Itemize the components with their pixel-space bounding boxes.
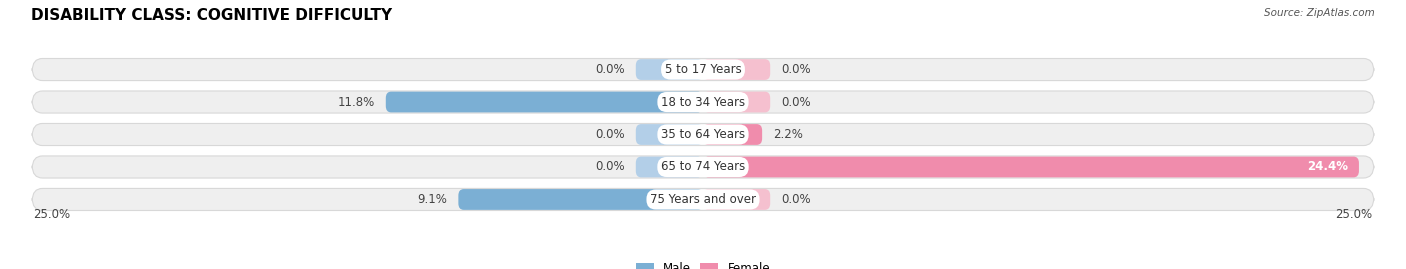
- FancyBboxPatch shape: [32, 156, 1374, 178]
- Text: 25.0%: 25.0%: [34, 208, 70, 221]
- FancyBboxPatch shape: [636, 59, 703, 80]
- Text: 25.0%: 25.0%: [1336, 208, 1372, 221]
- Text: 18 to 34 Years: 18 to 34 Years: [661, 95, 745, 108]
- Text: 24.4%: 24.4%: [1308, 161, 1348, 174]
- Text: 0.0%: 0.0%: [595, 161, 626, 174]
- Text: 0.0%: 0.0%: [780, 63, 811, 76]
- Text: 0.0%: 0.0%: [595, 63, 626, 76]
- FancyBboxPatch shape: [703, 124, 762, 145]
- Text: 2.2%: 2.2%: [773, 128, 803, 141]
- FancyBboxPatch shape: [458, 189, 703, 210]
- Text: Source: ZipAtlas.com: Source: ZipAtlas.com: [1264, 8, 1375, 18]
- Text: DISABILITY CLASS: COGNITIVE DIFFICULTY: DISABILITY CLASS: COGNITIVE DIFFICULTY: [31, 8, 392, 23]
- FancyBboxPatch shape: [703, 189, 770, 210]
- FancyBboxPatch shape: [703, 59, 770, 80]
- Text: 11.8%: 11.8%: [337, 95, 375, 108]
- FancyBboxPatch shape: [703, 92, 770, 112]
- FancyBboxPatch shape: [636, 157, 703, 177]
- Text: 5 to 17 Years: 5 to 17 Years: [665, 63, 741, 76]
- Text: 9.1%: 9.1%: [418, 193, 447, 206]
- FancyBboxPatch shape: [32, 188, 1374, 211]
- Text: 65 to 74 Years: 65 to 74 Years: [661, 161, 745, 174]
- FancyBboxPatch shape: [32, 91, 1374, 113]
- Text: 0.0%: 0.0%: [780, 193, 811, 206]
- Text: 75 Years and over: 75 Years and over: [650, 193, 756, 206]
- FancyBboxPatch shape: [32, 58, 1374, 81]
- Text: 0.0%: 0.0%: [595, 128, 626, 141]
- Text: 0.0%: 0.0%: [780, 95, 811, 108]
- FancyBboxPatch shape: [636, 124, 703, 145]
- Text: 35 to 64 Years: 35 to 64 Years: [661, 128, 745, 141]
- FancyBboxPatch shape: [703, 157, 1360, 177]
- FancyBboxPatch shape: [32, 123, 1374, 146]
- FancyBboxPatch shape: [385, 92, 703, 112]
- Legend: Male, Female: Male, Female: [631, 258, 775, 269]
